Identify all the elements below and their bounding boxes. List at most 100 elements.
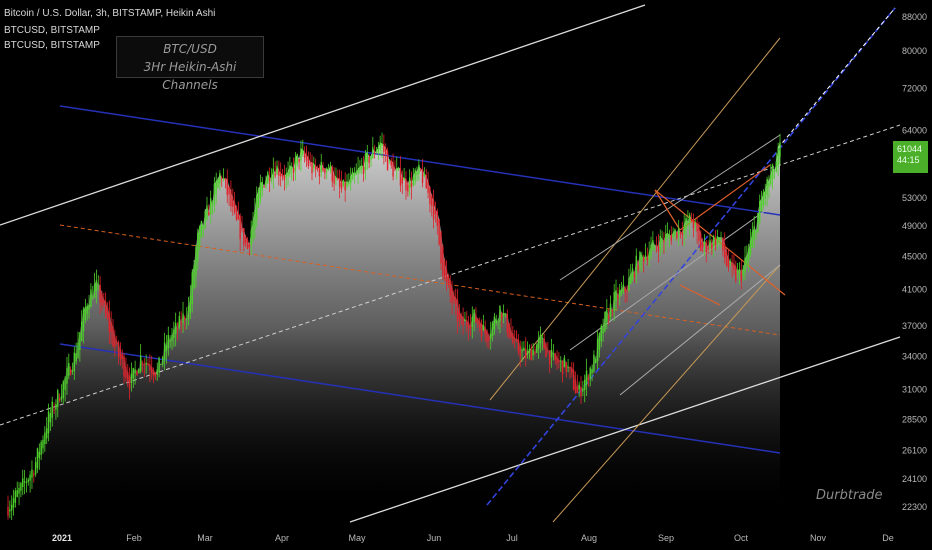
candle-body bbox=[195, 247, 197, 277]
candle-body bbox=[42, 439, 44, 449]
candle-body bbox=[22, 478, 24, 488]
candle-body bbox=[582, 388, 584, 392]
candle-body bbox=[488, 336, 490, 341]
candle-body bbox=[596, 338, 599, 362]
candle-body bbox=[707, 247, 709, 249]
candle-body bbox=[729, 261, 731, 264]
candle-body bbox=[136, 371, 138, 376]
candle-body bbox=[755, 230, 757, 233]
candle-body bbox=[390, 160, 392, 166]
candle-body bbox=[550, 349, 553, 358]
candle-body bbox=[421, 169, 424, 184]
candle-body bbox=[49, 413, 52, 423]
candle-body bbox=[731, 262, 733, 266]
candle-body bbox=[451, 287, 453, 303]
candle-body bbox=[202, 225, 205, 229]
candle-body bbox=[425, 175, 427, 189]
candle-body bbox=[659, 235, 661, 249]
candle-body bbox=[735, 266, 737, 281]
candle-body bbox=[27, 479, 29, 482]
candle-body bbox=[401, 176, 404, 184]
candle-body bbox=[103, 299, 105, 304]
candle-body bbox=[97, 284, 99, 286]
candle-body bbox=[16, 490, 18, 497]
candle-body bbox=[453, 295, 455, 301]
candle-body bbox=[768, 181, 770, 187]
candle-body bbox=[770, 174, 772, 185]
y-tick-label: 80000 bbox=[902, 46, 927, 56]
candle-body bbox=[224, 178, 227, 180]
candle-body bbox=[38, 451, 41, 459]
candle-body bbox=[709, 240, 711, 249]
candle-body bbox=[386, 151, 389, 171]
indicator-label-2[interactable]: BTCUSD, BITSTAMP bbox=[4, 40, 100, 51]
candle-body bbox=[313, 163, 315, 168]
candle-body bbox=[25, 481, 28, 483]
candle-body bbox=[228, 186, 230, 195]
candle-body bbox=[165, 345, 168, 352]
y-tick-label: 26100 bbox=[902, 446, 927, 456]
candle-body bbox=[348, 182, 350, 184]
candle-body bbox=[716, 236, 719, 244]
candle-body bbox=[90, 289, 92, 308]
indicator-label-1[interactable]: BTCUSD, BITSTAMP bbox=[4, 25, 100, 36]
candle-body bbox=[676, 232, 678, 239]
candle-body bbox=[333, 174, 335, 184]
candle-body bbox=[572, 370, 575, 390]
candle-body bbox=[55, 404, 57, 410]
annotation-text-box[interactable]: BTC/USD 3Hr Heikin-Ashi Channels bbox=[116, 36, 264, 92]
candle-body bbox=[626, 290, 628, 292]
candle-body bbox=[427, 181, 429, 193]
candle-body bbox=[403, 177, 405, 181]
candle-body bbox=[292, 167, 295, 173]
candle-body bbox=[145, 362, 147, 364]
candle-body bbox=[467, 322, 470, 329]
chart-title[interactable]: Bitcoin / U.S. Dollar, 3h, BITSTAMP, Hei… bbox=[4, 8, 216, 19]
candle-body bbox=[396, 168, 398, 170]
candle-body bbox=[213, 183, 216, 206]
candle-body bbox=[672, 232, 674, 238]
candle-body bbox=[187, 305, 190, 319]
candle-body bbox=[283, 175, 286, 180]
candle-body bbox=[186, 318, 188, 320]
candle-body bbox=[320, 161, 322, 173]
candle-body bbox=[31, 469, 33, 478]
candle-body bbox=[466, 320, 468, 326]
candle-body bbox=[206, 205, 208, 219]
candle-body bbox=[268, 177, 271, 182]
candle-body bbox=[571, 367, 573, 373]
candle-body bbox=[373, 152, 376, 154]
candle-body bbox=[615, 290, 617, 302]
x-tick-label: Oct bbox=[734, 533, 749, 543]
candle-body bbox=[121, 354, 123, 360]
candle-body bbox=[221, 178, 223, 180]
candle-body bbox=[241, 227, 243, 230]
candle-body bbox=[773, 171, 776, 173]
candle-body bbox=[523, 347, 525, 351]
candle-body bbox=[700, 234, 702, 251]
candle-body bbox=[771, 164, 774, 180]
candle-body bbox=[318, 168, 321, 177]
candle-body bbox=[182, 313, 184, 324]
author-watermark: Durbtrade bbox=[816, 488, 883, 503]
candle-body bbox=[560, 360, 562, 362]
candle-body bbox=[458, 311, 461, 319]
candle-body bbox=[613, 292, 615, 311]
candle-body bbox=[622, 284, 625, 292]
candle-body bbox=[569, 366, 571, 369]
candle-body bbox=[279, 172, 282, 177]
candle-body bbox=[563, 357, 566, 368]
candle-body bbox=[167, 334, 170, 349]
candle-body bbox=[357, 168, 359, 174]
y-tick-label: 28500 bbox=[902, 414, 927, 424]
candle-body bbox=[502, 312, 505, 316]
candle-body bbox=[261, 181, 263, 191]
candle-body bbox=[178, 316, 181, 329]
x-tick-label: Jun bbox=[427, 533, 442, 543]
candle-body bbox=[574, 379, 577, 393]
candle-body bbox=[665, 233, 667, 242]
candle-body bbox=[475, 315, 477, 323]
candle-body bbox=[431, 195, 433, 206]
candle-body bbox=[101, 293, 103, 306]
